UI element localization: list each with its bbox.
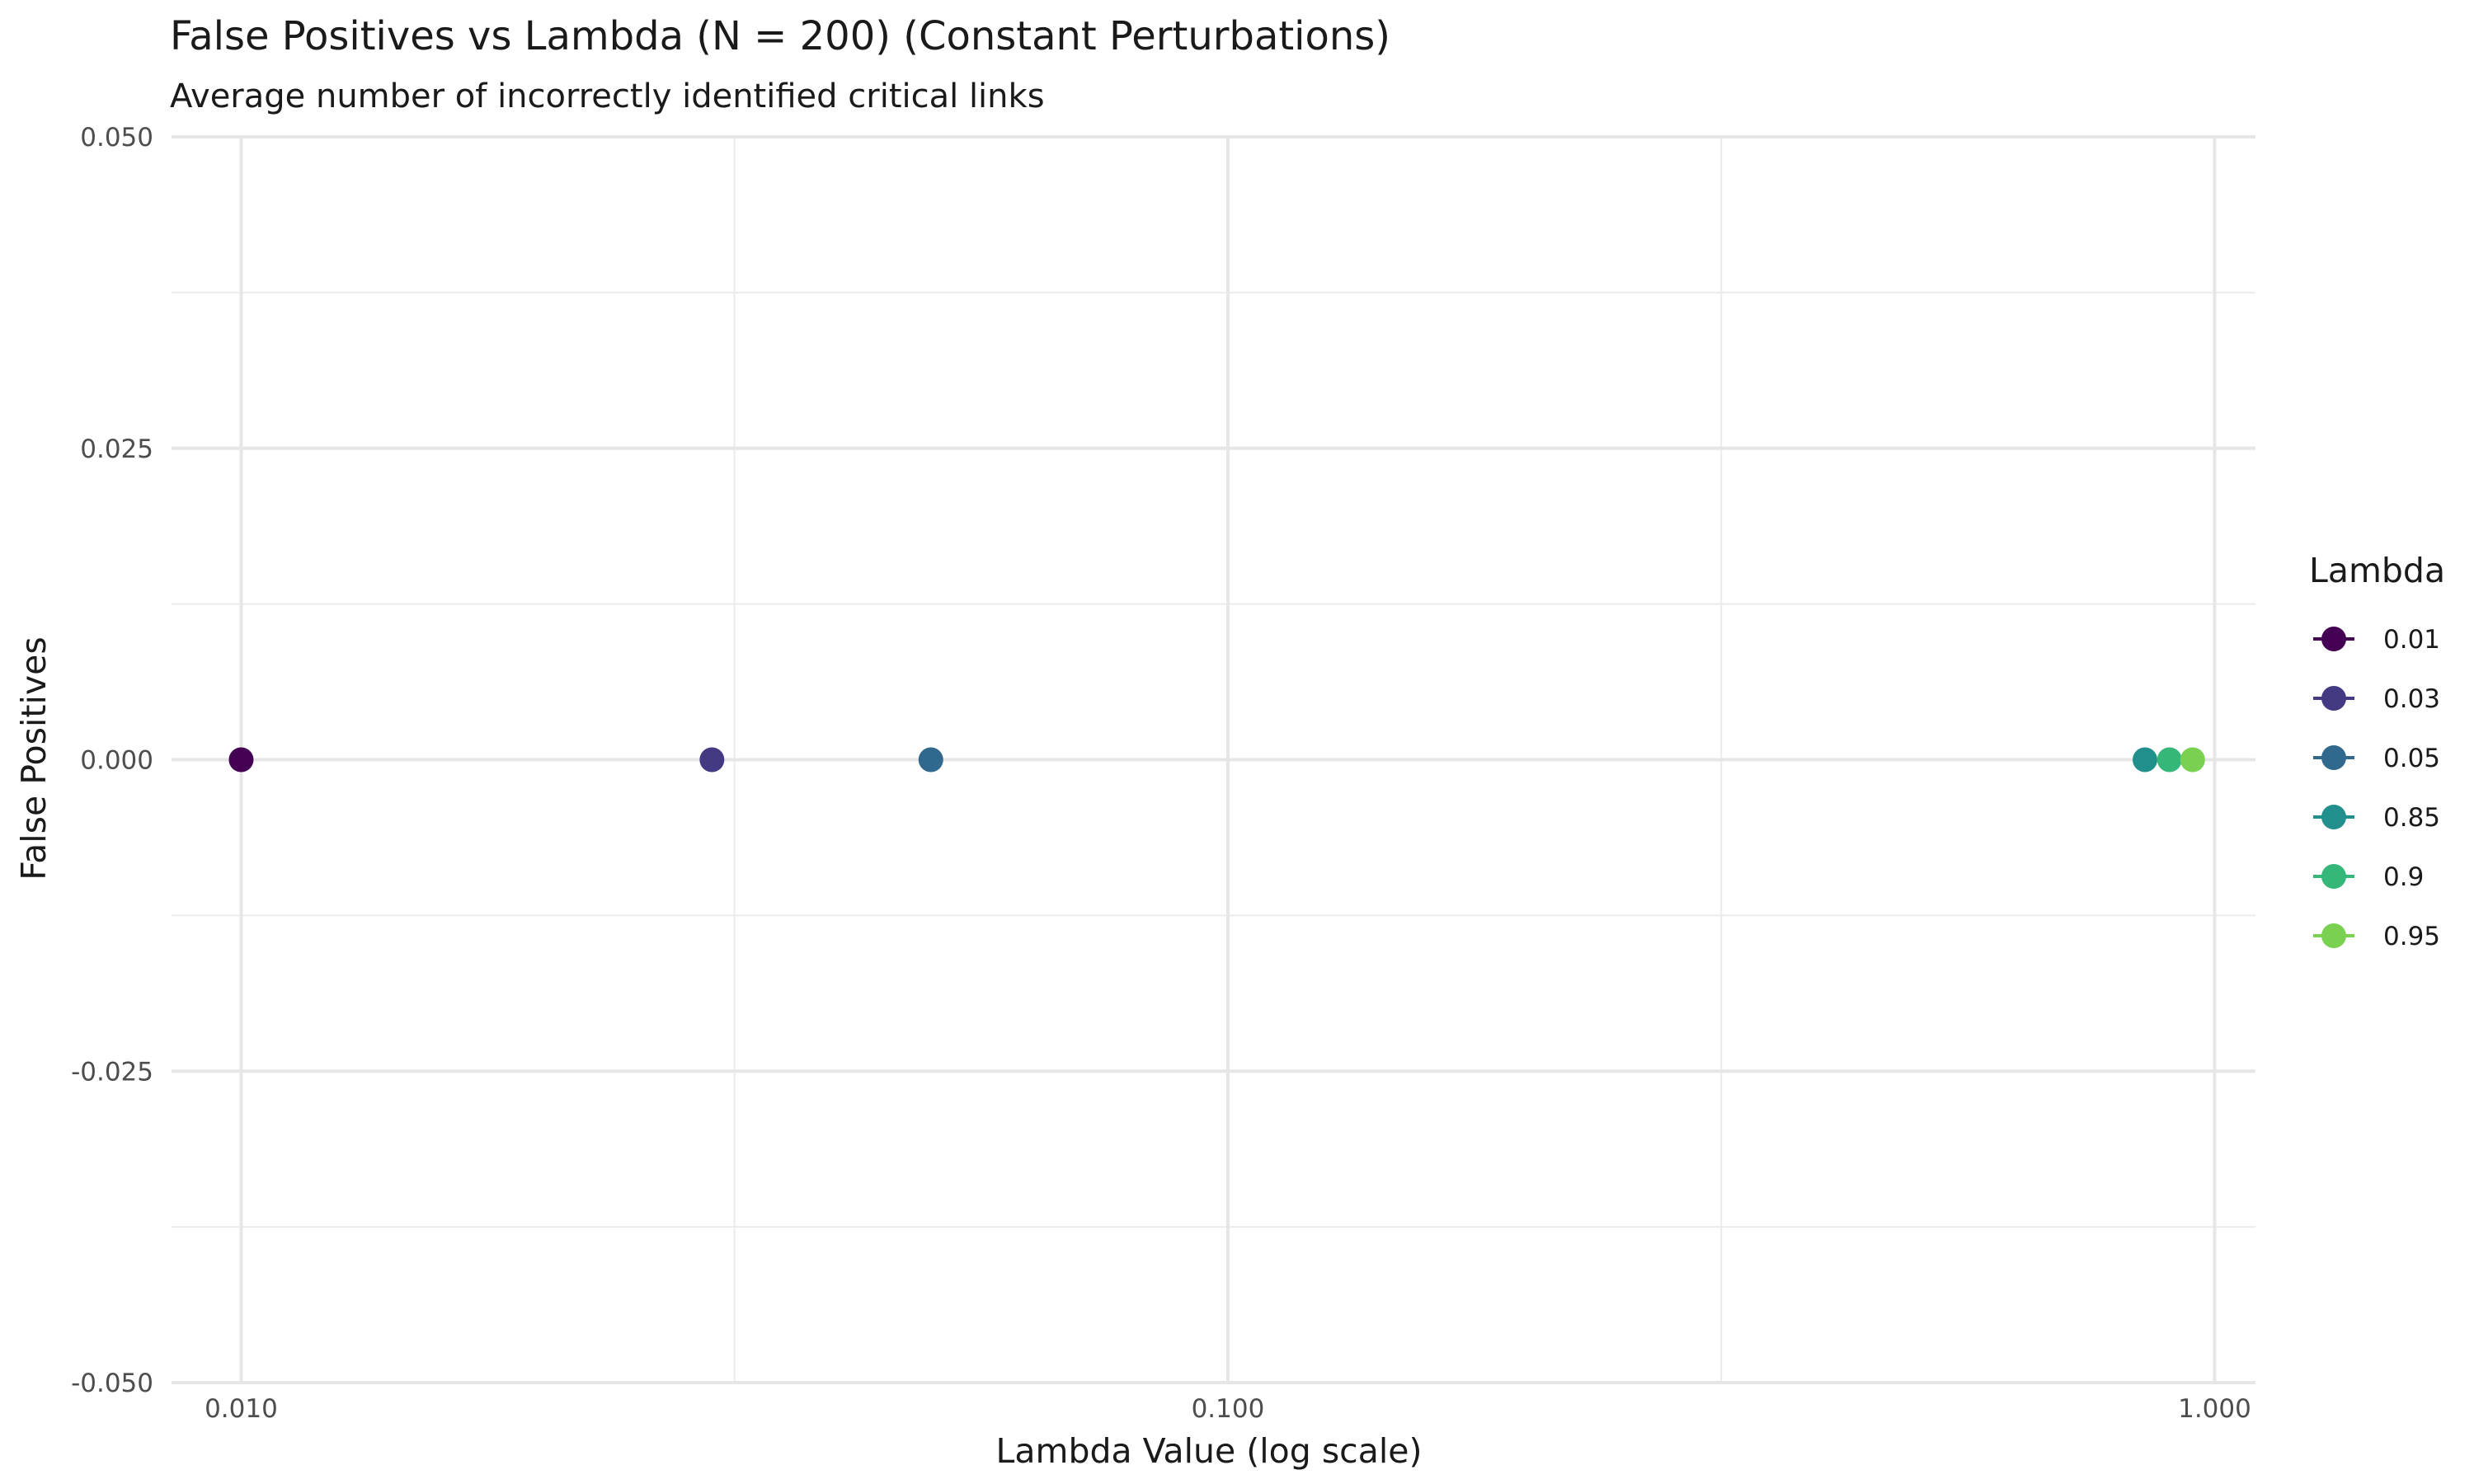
y-axis: -0.050 -0.025 0.000 0.025 0.050 <box>71 123 153 1398</box>
y-tick-label: 0.000 <box>80 746 153 776</box>
legend-item-0.03: 0.03 <box>2313 684 2440 714</box>
x-tick-label: 1.000 <box>2178 1394 2251 1424</box>
grid <box>172 135 2255 1384</box>
x-axis-title: Lambda Value (log scale) <box>996 1431 1423 1471</box>
point-lambda-0.03 <box>699 747 725 773</box>
legend-key-point <box>2321 745 2346 770</box>
legend-item-0.85: 0.85 <box>2313 803 2440 833</box>
y-tick-label: -0.025 <box>71 1057 153 1087</box>
legend-item-0.05: 0.05 <box>2313 744 2440 773</box>
legend-item-0.95: 0.95 <box>2313 922 2440 951</box>
y-tick-label: 0.050 <box>80 123 153 153</box>
point-lambda-0.95 <box>2180 747 2205 773</box>
chart-title: False Positives vs Lambda (N = 200) (Con… <box>170 13 1390 59</box>
legend-key-point <box>2321 627 2346 651</box>
y-axis-title: False Positives <box>14 636 54 880</box>
legend-key-point <box>2321 686 2346 711</box>
point-lambda-0.01 <box>228 747 254 773</box>
legend-label: 0.85 <box>2383 803 2440 833</box>
legend: Lambda 0.01 0.03 0.05 0.85 0.9 0.95 <box>2309 551 2445 951</box>
x-axis: 0.010 0.100 1.000 <box>205 1394 2251 1424</box>
x-tick-label: 0.100 <box>1192 1394 1265 1424</box>
point-lambda-0.9 <box>2157 747 2182 773</box>
legend-label: 0.95 <box>2383 922 2440 951</box>
point-lambda-0.05 <box>918 747 943 773</box>
legend-item-0.01: 0.01 <box>2313 625 2440 655</box>
legend-key-point <box>2321 864 2346 889</box>
y-tick-label: -0.050 <box>71 1369 153 1398</box>
legend-label: 0.05 <box>2383 744 2440 773</box>
legend-label: 0.03 <box>2383 684 2440 714</box>
legend-key-point <box>2321 923 2346 948</box>
legend-label: 0.9 <box>2383 862 2424 892</box>
legend-title: Lambda <box>2309 551 2445 590</box>
legend-item-0.9: 0.9 <box>2313 862 2424 892</box>
point-lambda-0.85 <box>2133 747 2158 773</box>
y-tick-label: 0.025 <box>80 434 153 464</box>
chart-subtitle: Average number of incorrectly identified… <box>170 77 1045 115</box>
data-points <box>228 747 2205 773</box>
legend-key-point <box>2321 805 2346 829</box>
legend-label: 0.01 <box>2383 625 2440 655</box>
x-tick-label: 0.010 <box>205 1394 278 1424</box>
